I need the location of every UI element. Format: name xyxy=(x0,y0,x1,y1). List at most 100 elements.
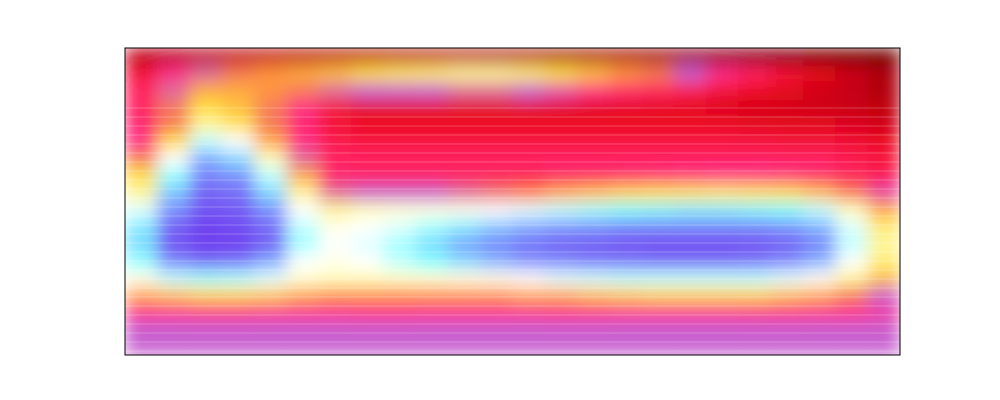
heatmap-cell xyxy=(351,184,384,202)
heatmap-cell xyxy=(319,184,352,202)
heatmap-cell xyxy=(739,167,772,185)
heatmap-cell xyxy=(222,167,255,185)
heatmap-cell xyxy=(835,338,868,355)
heatmap-cells xyxy=(125,48,900,355)
heatmap-cell xyxy=(125,236,158,254)
heatmap-cell xyxy=(609,133,642,151)
heatmap-cell xyxy=(125,133,158,151)
streak xyxy=(125,180,900,181)
heatmap-cell xyxy=(642,167,675,185)
heatmap-cell xyxy=(383,133,416,151)
heatmap-cell xyxy=(222,287,255,305)
heatmap-cell xyxy=(351,48,384,66)
streak xyxy=(125,324,900,325)
heatmap-cell xyxy=(190,116,223,134)
heatmap-cell xyxy=(480,167,513,185)
heatmap-cell xyxy=(739,133,772,151)
heatmap-cell xyxy=(383,167,416,185)
heatmap-cell xyxy=(706,287,739,305)
heatmap-cell xyxy=(577,184,610,202)
heatmap-cell xyxy=(254,82,287,100)
heatmap-cell xyxy=(416,133,449,151)
heatmap-cell xyxy=(513,116,546,134)
heatmap-cell xyxy=(319,287,352,305)
heatmap-cell xyxy=(577,202,610,220)
heatmap-cell xyxy=(125,184,158,202)
heatmap-cell xyxy=(351,338,384,355)
heatmap-cell xyxy=(835,116,868,134)
heatmap-cell xyxy=(319,82,352,100)
heatmap-cell xyxy=(674,82,707,100)
heatmap-cell xyxy=(383,287,416,305)
heatmap-cell xyxy=(383,48,416,66)
heatmap-cell xyxy=(254,65,287,83)
heatmap-cell xyxy=(480,133,513,151)
heatmap-cell xyxy=(157,184,190,202)
heatmap-cell xyxy=(642,287,675,305)
heatmap-cell xyxy=(803,202,836,220)
heatmap-cell xyxy=(609,65,642,83)
heatmap-cell xyxy=(448,202,481,220)
heatmap-cell xyxy=(416,65,449,83)
heatmap-cell xyxy=(545,82,578,100)
heatmap-cell xyxy=(157,338,190,355)
heatmap-cell xyxy=(448,287,481,305)
heatmap-cell xyxy=(190,236,223,254)
heatmap-cell xyxy=(835,167,868,185)
heatmap-cell xyxy=(771,48,804,66)
heatmap-cell xyxy=(835,82,868,100)
heatmap-cell xyxy=(319,48,352,66)
heatmap-cell xyxy=(222,236,255,254)
heatmap-cell xyxy=(222,133,255,151)
heatmap-cell xyxy=(642,48,675,66)
heatmap-cell xyxy=(577,338,610,355)
heatmap-cell xyxy=(739,202,772,220)
heatmap-cell xyxy=(125,287,158,305)
heatmap-cell xyxy=(190,287,223,305)
heatmap-cell xyxy=(706,236,739,254)
heatmap-cell xyxy=(286,82,319,100)
heatmap-cell xyxy=(480,338,513,355)
heatmap-cell xyxy=(771,202,804,220)
heatmap-cell xyxy=(674,133,707,151)
heatmap-cell xyxy=(513,82,546,100)
heatmap-cell xyxy=(674,167,707,185)
streak xyxy=(125,117,900,118)
heatmap-cell xyxy=(254,202,287,220)
plot-frame xyxy=(125,48,900,355)
heatmap-cell xyxy=(125,116,158,134)
heatmap-cell xyxy=(771,236,804,254)
streak xyxy=(125,162,900,163)
heatmap-cell xyxy=(448,236,481,254)
heatmap-cell xyxy=(642,338,675,355)
heatmap-cell xyxy=(416,48,449,66)
heatmap-cell xyxy=(254,116,287,134)
heatmap-cell xyxy=(609,116,642,134)
streak xyxy=(125,225,900,226)
heatmap-cell xyxy=(351,202,384,220)
heatmap-cell xyxy=(157,48,190,66)
heatmap-cell xyxy=(190,133,223,151)
heatmap-cell xyxy=(319,133,352,151)
heatmap-cell xyxy=(577,236,610,254)
heatmap-cell xyxy=(448,167,481,185)
heatmap-cell xyxy=(286,184,319,202)
heatmap-cell xyxy=(157,167,190,185)
heatmap-cell xyxy=(480,184,513,202)
heatmap-cell xyxy=(351,167,384,185)
heatmap-cell xyxy=(868,48,900,66)
heatmap-cell xyxy=(868,167,900,185)
heatmap-cell xyxy=(545,116,578,134)
heatmap-cell xyxy=(480,48,513,66)
heatmap-cell xyxy=(190,167,223,185)
heatmap-cell xyxy=(545,338,578,355)
heatmap-cell xyxy=(577,82,610,100)
heatmap-cell xyxy=(286,236,319,254)
heatmap-cell xyxy=(771,65,804,83)
heatmap-cell xyxy=(739,338,772,355)
heatmap-cell xyxy=(674,287,707,305)
heatmap-cell xyxy=(319,116,352,134)
heatmap-cell xyxy=(383,202,416,220)
heatmap-cell xyxy=(222,202,255,220)
heatmap-cell xyxy=(706,116,739,134)
